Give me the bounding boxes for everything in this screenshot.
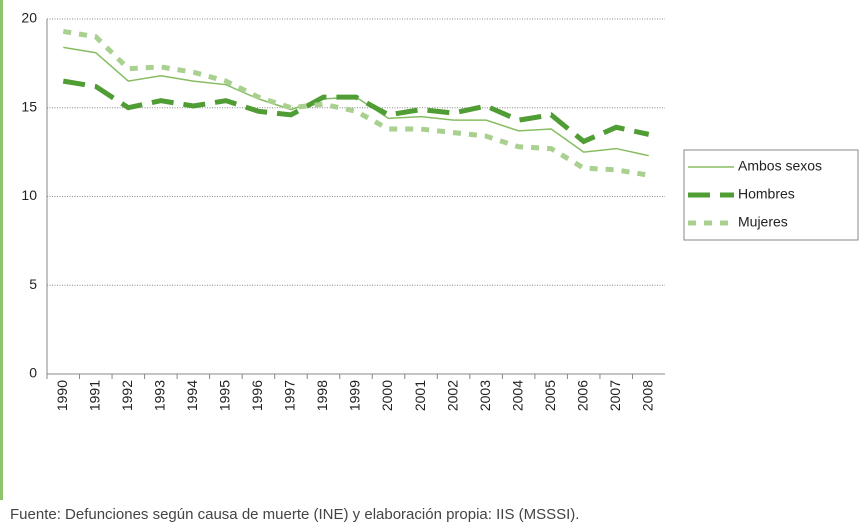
x-tick-label: 2005 [542, 380, 558, 411]
x-tick-label-group: 1994 [184, 380, 200, 411]
x-tick-label-group: 1990 [54, 380, 70, 411]
x-tick-label-group: 2007 [607, 380, 623, 411]
legend-label: Mujeres [738, 214, 788, 230]
x-tick-label-group: 1991 [86, 380, 102, 411]
x-tick-label-group: 1995 [217, 380, 233, 411]
x-tick-label-group: 1992 [119, 380, 135, 411]
x-tick-label: 2007 [607, 380, 623, 411]
x-tick-label: 1990 [54, 380, 70, 411]
x-tick-label-group: 2000 [379, 380, 395, 411]
y-tick-label: 10 [21, 187, 37, 203]
x-tick-label-group: 2004 [509, 380, 525, 411]
x-tick-label-group: 1997 [282, 380, 298, 411]
x-tick-label: 2006 [574, 380, 590, 411]
x-tick-label-group: 2001 [412, 380, 428, 411]
x-tick-label: 1999 [347, 380, 363, 411]
y-tick-label: 5 [29, 276, 37, 292]
x-tick-label: 1991 [86, 380, 102, 411]
y-tick-label: 15 [21, 98, 37, 114]
legend-label: Hombres [738, 186, 795, 202]
y-tick-label: 20 [21, 10, 37, 26]
x-tick-label-group: 2003 [477, 380, 493, 411]
series-line [62, 78, 650, 145]
side-border [0, 0, 3, 500]
x-tick-label-group: 2002 [444, 380, 460, 411]
legend-label: Ambos sexos [738, 158, 822, 174]
x-tick-label: 1995 [217, 380, 233, 411]
x-tick-label: 1998 [314, 380, 330, 411]
x-tick-label: 2003 [477, 380, 493, 411]
x-tick-label-group: 1996 [249, 380, 265, 411]
x-tick-label: 2008 [639, 380, 655, 411]
x-tick-label-group: 1993 [152, 380, 168, 411]
x-tick-label: 1997 [282, 380, 298, 411]
x-tick-label-group: 1999 [347, 380, 363, 411]
x-tick-label: 2000 [379, 380, 395, 411]
x-tick-label: 1994 [184, 380, 200, 411]
x-tick-label: 2004 [509, 380, 525, 411]
legend-box [683, 149, 859, 241]
source-note: Fuente: Defunciones según causa de muert… [10, 506, 579, 523]
x-tick-label: 2002 [444, 380, 460, 411]
x-tick-label-group: 1998 [314, 380, 330, 411]
x-tick-label-group: 2008 [639, 380, 655, 411]
x-tick-label: 1992 [119, 380, 135, 411]
series-line [63, 46, 649, 157]
x-tick-label-group: 2006 [574, 380, 590, 411]
x-tick-label: 1996 [249, 380, 265, 411]
y-tick-label: 0 [29, 365, 37, 381]
x-tick-label: 1993 [152, 380, 168, 411]
series-line [62, 28, 650, 178]
x-tick-label-group: 2005 [542, 380, 558, 411]
x-tick-label: 2001 [412, 380, 428, 411]
